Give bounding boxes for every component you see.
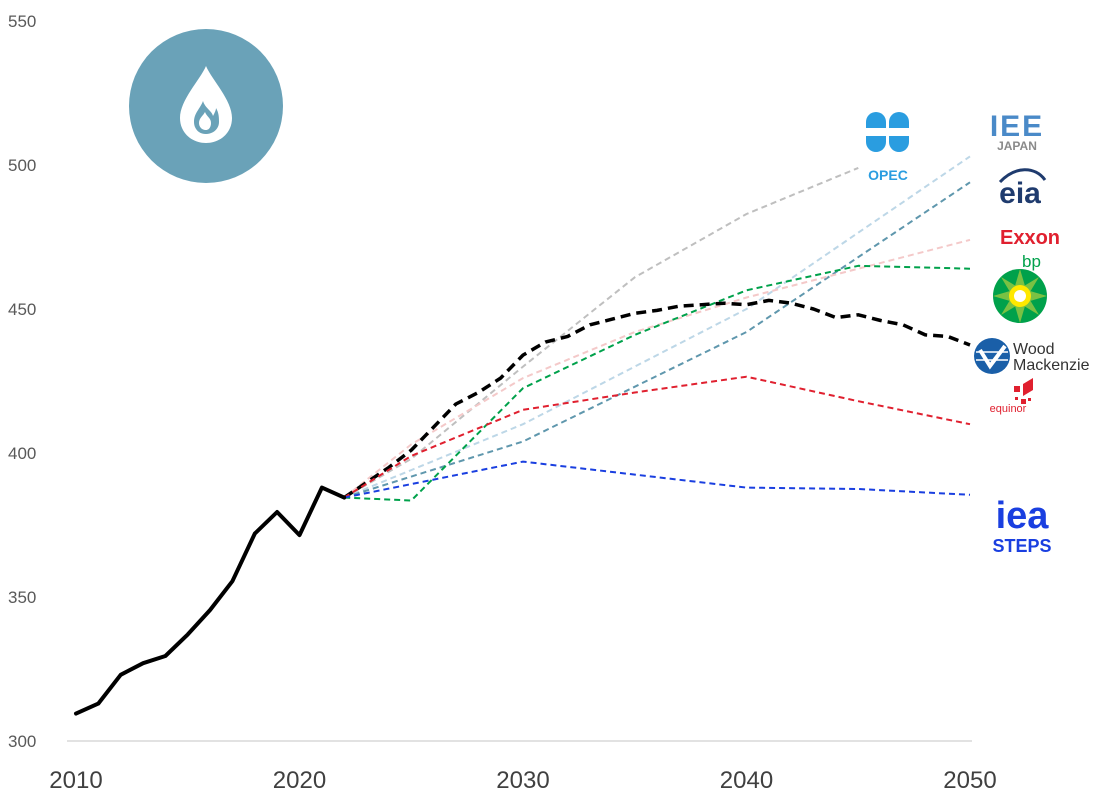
series-line-7 (344, 460, 971, 499)
equinor-label: equinor (990, 403, 1027, 415)
wood-mackenzie-logo: Wood Mackenzie (974, 338, 1090, 374)
wood-label: Wood (1013, 341, 1055, 358)
series-line-6 (343, 375, 971, 499)
series-line-5 (343, 298, 971, 500)
eia-swoosh (998, 168, 1047, 184)
historical-line (74, 485, 347, 716)
eia-logo: eia (998, 168, 1047, 210)
x-tick-label: 2050 (943, 767, 996, 794)
exxon-logo: Exxon (1000, 227, 1060, 249)
x-tick-label: 2010 (49, 767, 102, 794)
iea-logo: iea STEPS (992, 495, 1051, 556)
iee-label: IEE (990, 110, 1044, 143)
y-tick-labels: 300 350 400 450 500 550 (8, 12, 36, 751)
flame-drop-badge (129, 29, 283, 183)
series-layer (343, 155, 971, 502)
bp-helios-icon (993, 269, 1047, 323)
bp-label: bp (1022, 252, 1041, 271)
iee-japan-logo: IEE JAPAN (990, 110, 1044, 153)
opec-label: OPEC (868, 167, 908, 183)
y-tick-label: 550 (8, 12, 36, 31)
y-tick-label: 300 (8, 732, 36, 751)
x-tick-label: 2020 (273, 767, 326, 794)
y-tick-label: 450 (8, 300, 36, 319)
flame-drop-icon (180, 66, 232, 143)
x-tick-labels: 2010 2020 2030 2040 2050 (49, 767, 996, 794)
iea-steps-label: STEPS (992, 536, 1051, 556)
x-tick-label: 2030 (496, 767, 549, 794)
exxon-label: Exxon (1000, 227, 1060, 249)
y-tick-label: 500 (8, 156, 36, 175)
wood-mackenzie-icon (974, 338, 1010, 374)
eia-label: eia (999, 177, 1041, 210)
series-line-4 (344, 264, 971, 502)
historical-layer (74, 485, 347, 716)
y-tick-label: 350 (8, 588, 36, 607)
x-tick-label: 2040 (720, 767, 773, 794)
opec-mark (866, 112, 909, 152)
mackenzie-label: Mackenzie (1013, 357, 1090, 374)
iee-sub-label: JAPAN (997, 139, 1037, 153)
series-line-0 (343, 166, 859, 499)
series-line-2 (343, 181, 971, 499)
bp-logo: bp (993, 252, 1047, 323)
equinor-star-icon (1014, 378, 1033, 404)
series-line-1 (343, 155, 971, 499)
iea-label: iea (996, 495, 1050, 537)
series-line-3 (343, 238, 971, 499)
opec-logo: OPEC (866, 112, 909, 183)
equinor-logo: equinor (990, 378, 1033, 415)
y-tick-label: 400 (8, 444, 36, 463)
